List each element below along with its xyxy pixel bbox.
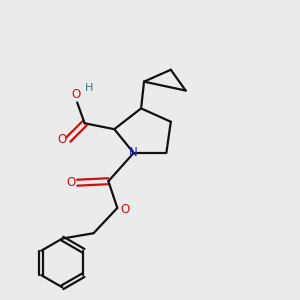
Text: O: O (57, 133, 66, 146)
Text: O: O (66, 176, 75, 189)
Text: N: N (129, 146, 138, 160)
Text: H: H (85, 83, 93, 94)
Text: O: O (120, 203, 129, 216)
Text: O: O (71, 88, 80, 101)
